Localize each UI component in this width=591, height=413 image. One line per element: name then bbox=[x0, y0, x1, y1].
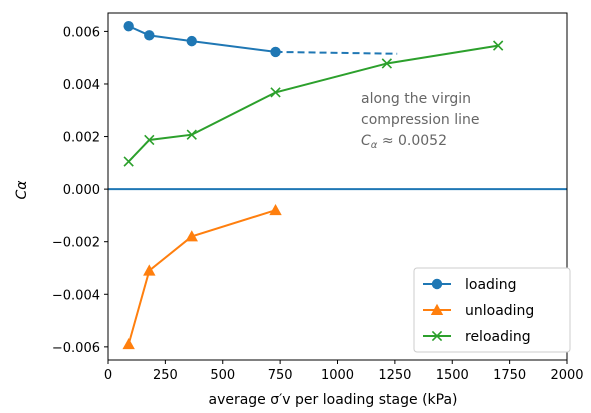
legend-unloading-label: unloading bbox=[465, 303, 534, 319]
reloading-point bbox=[144, 134, 155, 146]
unloading-point bbox=[122, 338, 135, 350]
y-tick-label: 0.002 bbox=[63, 131, 100, 146]
x-tick-label: 750 bbox=[268, 368, 293, 383]
unloading-point bbox=[143, 264, 156, 276]
x-tick-label: 250 bbox=[153, 368, 178, 383]
legend-reloading-label: reloading bbox=[465, 329, 531, 345]
x-tick-label: 1250 bbox=[378, 368, 411, 383]
loading-point bbox=[270, 46, 281, 58]
y-tick-label: −0.006 bbox=[52, 341, 100, 356]
loading-point bbox=[186, 35, 197, 47]
y-axis-label: Cα bbox=[14, 180, 30, 200]
reloading-point bbox=[492, 40, 504, 51]
legend-loading-label: loading bbox=[465, 277, 517, 293]
annotation-formula-subscript: α bbox=[371, 140, 378, 151]
x-axis-label: average σ′v per loading stage (kPa) bbox=[208, 392, 457, 408]
reloading-point bbox=[270, 87, 281, 98]
legend-items: loading unloading reloading bbox=[423, 277, 534, 345]
loading-point bbox=[144, 30, 155, 41]
reloading-point bbox=[381, 58, 393, 69]
annotation: along the virgin compression line Cα ≈ 0… bbox=[361, 91, 479, 151]
annotation-formula: Cα ≈ 0.0052 bbox=[361, 133, 447, 151]
reloading-point bbox=[186, 129, 197, 140]
x-tick-label: 1500 bbox=[436, 368, 469, 383]
x-tick-label: 1000 bbox=[321, 368, 354, 383]
y-ticks: −0.006 −0.004 −0.002 0.000 0.002 0.004 0.006 bbox=[52, 25, 108, 356]
annotation-formula-rest: ≈ 0.0052 bbox=[377, 133, 447, 149]
y-tick-label: −0.004 bbox=[52, 288, 100, 303]
y-tick-label: 0.006 bbox=[63, 25, 100, 40]
y-tick-label: 0.000 bbox=[63, 183, 100, 198]
reloading-point bbox=[123, 156, 134, 167]
y-tick-label: 0.004 bbox=[63, 78, 100, 93]
annotation-line-1: along the virgin bbox=[361, 91, 471, 107]
unloading-point bbox=[185, 230, 198, 242]
loading-dashed-extension bbox=[275, 50, 398, 55]
y-tick-label: −0.002 bbox=[52, 236, 100, 251]
loading-line bbox=[128, 25, 276, 53]
unloading-point bbox=[269, 203, 282, 216]
loading-point bbox=[123, 20, 134, 32]
legend-box bbox=[413, 267, 571, 353]
legend-loading-marker bbox=[431, 278, 443, 290]
legend-unloading-marker bbox=[430, 303, 444, 315]
annotation-formula-symbol: C bbox=[361, 133, 371, 149]
annotation-line-2: compression line bbox=[361, 112, 479, 128]
legend: loading unloading reloading bbox=[413, 267, 571, 353]
x-ticks: 0 250 500 750 1000 1250 1500 1750 2000 bbox=[104, 360, 584, 383]
x-tick-label: 1750 bbox=[493, 368, 526, 383]
series-layer bbox=[122, 20, 504, 350]
unloading-line bbox=[127, 209, 276, 345]
x-tick-label: 0 bbox=[104, 368, 112, 383]
legend-reloading-marker bbox=[431, 330, 443, 342]
x-tick-label: 2000 bbox=[550, 368, 583, 383]
x-tick-label: 500 bbox=[210, 368, 235, 383]
